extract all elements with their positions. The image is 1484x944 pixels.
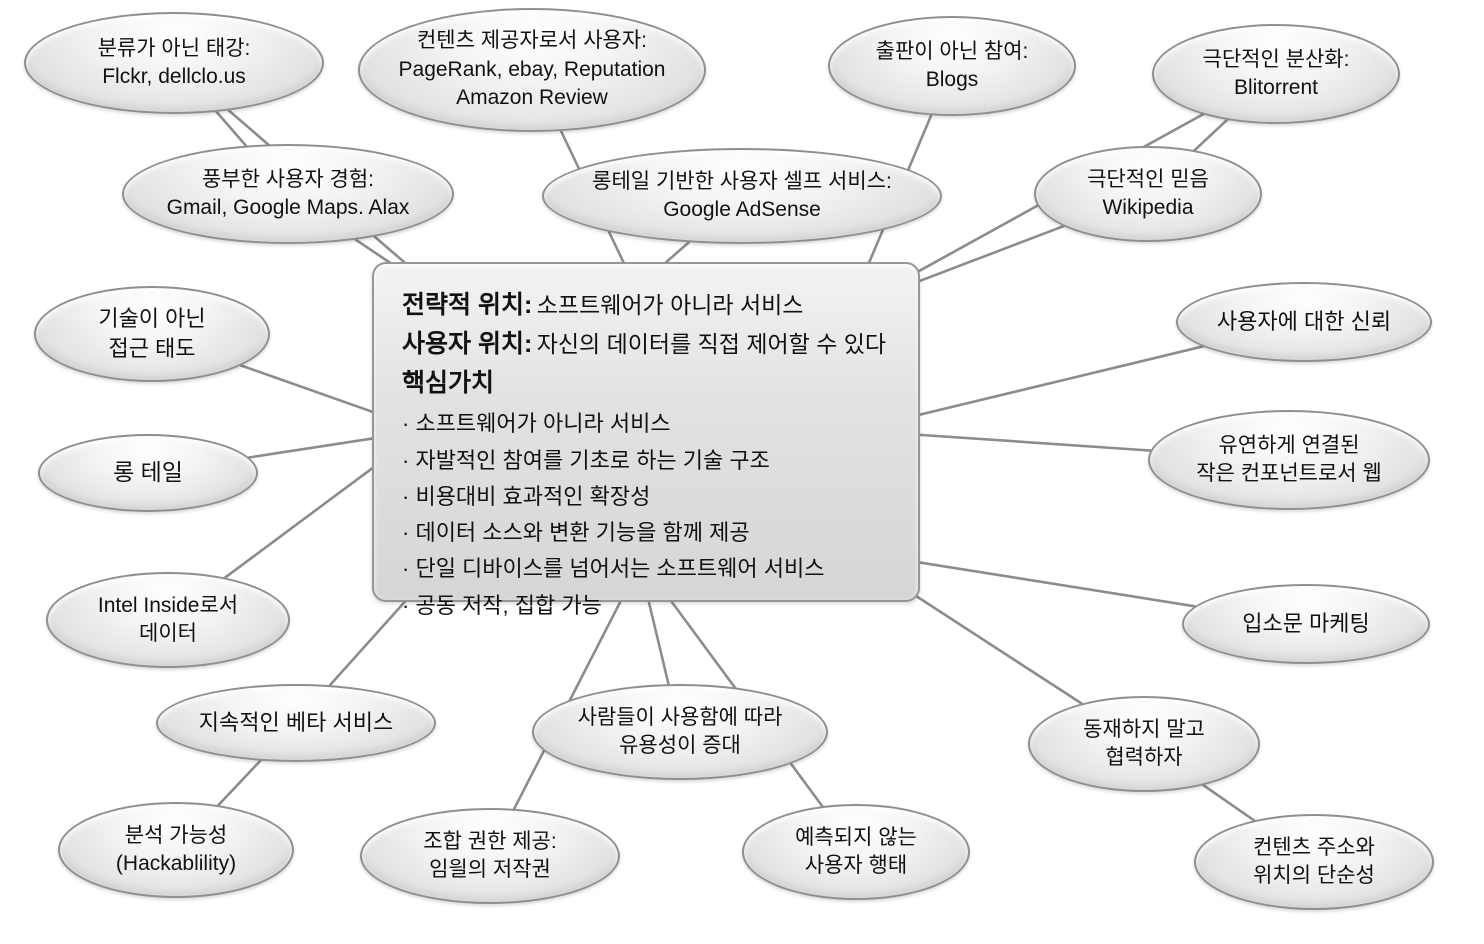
node-n-decentral: 극단적인 분산화: Blitorrent <box>1152 24 1400 124</box>
node-n-participation: 출판이 아닌 참여: Blogs <box>828 16 1076 116</box>
node-n-viral: 입소문 마케팅 <box>1182 584 1430 664</box>
node-n-tag-not-class: 분류가 아닌 태강: Flckr, dellclo.us <box>24 12 324 114</box>
node-n-loose-coupled: 유연하게 연결된 작은 컨포넌트로서 웹 <box>1148 410 1430 510</box>
node-label: 컨텐츠 주소와 위치의 단순성 <box>1253 834 1375 891</box>
node-label: 예측되지 않는 사용자 행태 <box>795 824 917 881</box>
node-label: 기술이 아닌 접근 태도 <box>98 304 205 363</box>
node-label: 동재하지 말고 협력하자 <box>1083 716 1205 773</box>
node-label: 컨텐츠 제공자로서 사용자: PageRank, ebay, Reputatio… <box>399 27 666 112</box>
node-n-recombine: 조합 권한 제공: 임읠의 저작권 <box>360 808 620 904</box>
center-label-user: 사용자 위치: <box>402 330 532 358</box>
node-n-simple-addr: 컨텐츠 주소와 위치의 단순성 <box>1194 814 1434 910</box>
node-n-intel-inside: Intel Inside로서 데이터 <box>46 572 290 668</box>
center-text-user: 자신의 데이터를 직접 제어할 수 있다 <box>537 331 886 357</box>
node-n-content-prov: 컨텐츠 제공자로서 사용자: PageRank, ebay, Reputatio… <box>358 8 706 132</box>
node-n-unexpected: 예측되지 않는 사용자 행태 <box>742 804 970 900</box>
center-label-strategic: 전략적 위치: <box>402 291 532 319</box>
center-row-strategic: 전략적 위치: 소프트웨어가 아니라 서비스 <box>402 286 890 325</box>
node-label: 사용자에 대한 신뢰 <box>1217 307 1391 337</box>
core-value-item: 비용대비 효과적인 확장성 <box>402 479 890 515</box>
node-label: 유연하게 연결된 작은 컨포넌트로서 웹 <box>1196 432 1382 489</box>
node-n-cooperate: 동재하지 말고 협력하자 <box>1028 696 1260 792</box>
center-core-list: 소프트웨어가 아니라 서비스자발적인 참여를 기초로 하는 기술 구조비용대비 … <box>402 406 890 624</box>
node-label: 입소문 마케팅 <box>1242 609 1370 639</box>
node-label: 지속적인 베타 서비스 <box>199 708 393 738</box>
node-n-long-tail: 롱 테일 <box>38 434 258 512</box>
core-value-item: 소프트웨어가 아니라 서비스 <box>402 406 890 442</box>
node-n-extreme-trust: 극단적인 믿음 Wikipedia <box>1034 146 1262 242</box>
node-label: Intel Inside로서 데이터 <box>98 592 238 649</box>
node-label: 롱 테일 <box>113 457 183 488</box>
core-value-item: 자발적인 참여를 기초로 하는 기술 구조 <box>402 443 890 479</box>
center-row-user: 사용자 위치: 자신의 데이터를 직접 제어할 수 있다 <box>402 325 890 364</box>
center-box: 전략적 위치: 소프트웨어가 아니라 서비스 사용자 위치: 자신의 데이터를 … <box>372 262 920 602</box>
node-label: 극단적인 믿음 Wikipedia <box>1087 166 1209 223</box>
core-value-item: 데이터 소스와 변환 기능을 함께 제공 <box>402 515 890 551</box>
node-label: 극단적인 분산화: Blitorrent <box>1203 46 1350 103</box>
node-n-beta: 지속적인 베타 서비스 <box>156 684 436 762</box>
node-n-user-trust: 사용자에 대한 신뢰 <box>1176 282 1432 362</box>
node-n-approach: 기술이 아닌 접근 태도 <box>34 286 270 382</box>
node-n-longtail-serv: 롱테일 기반한 사용자 셀프 서비스: Google AdSense <box>542 148 942 244</box>
node-n-hackability: 분석 가능성 (Hackablility) <box>58 802 294 898</box>
core-value-item: 공동 저작, 집합 가능 <box>402 588 890 624</box>
node-label: 사람들이 사용함에 따라 유용성이 증대 <box>578 704 783 761</box>
node-label: 분석 가능성 (Hackablility) <box>116 822 236 879</box>
node-label: 조합 권한 제공: 임읠의 저작권 <box>423 828 556 885</box>
center-label-core: 핵심가치 <box>402 369 494 397</box>
node-label: 롱테일 기반한 사용자 셀프 서비스: Google AdSense <box>592 168 892 225</box>
node-label: 풍부한 사용자 경험: Gmail, Google Maps. Alax <box>167 166 410 223</box>
node-label: 분류가 아닌 태강: Flckr, dellclo.us <box>98 35 251 92</box>
center-row-core: 핵심가치 <box>402 364 890 403</box>
node-label: 출판이 아닌 참여: Blogs <box>876 38 1029 95</box>
core-value-item: 단일 디바이스를 넘어서는 소프트웨어 서비스 <box>402 551 890 587</box>
node-n-rich-ux: 풍부한 사용자 경험: Gmail, Google Maps. Alax <box>122 144 454 244</box>
diagram-stage: 전략적 위치: 소프트웨어가 아니라 서비스 사용자 위치: 자신의 데이터를 … <box>0 0 1484 944</box>
node-n-usefulness: 사람들이 사용함에 따라 유용성이 증대 <box>532 684 828 780</box>
center-text-strategic: 소프트웨어가 아니라 서비스 <box>537 292 804 318</box>
